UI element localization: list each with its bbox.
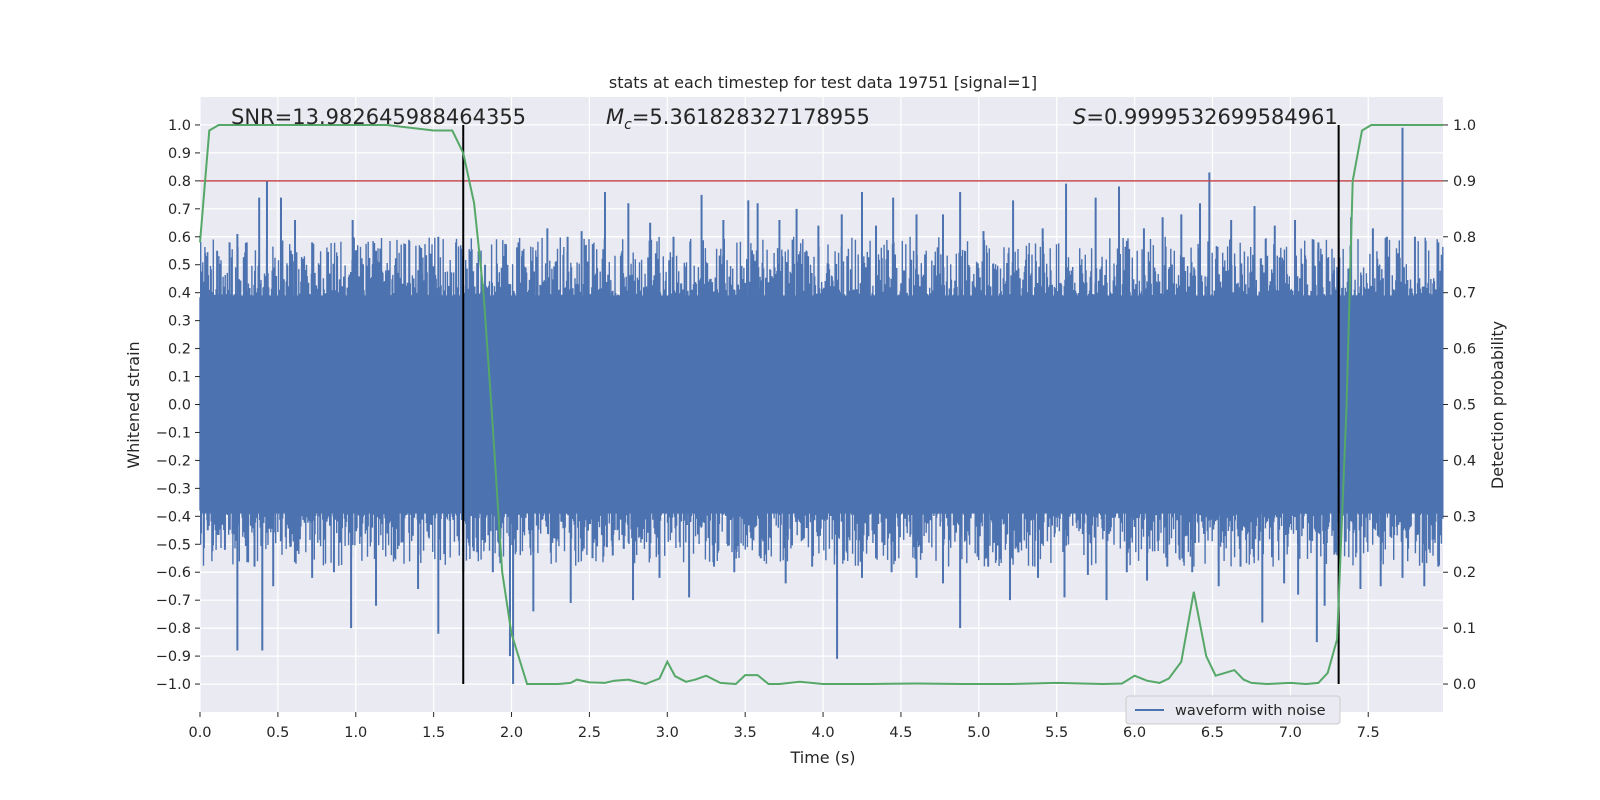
y-tick-label: 1.0 <box>168 118 191 134</box>
y-axis-label: Whitened strain <box>124 341 143 468</box>
waveform-noise <box>199 236 1444 567</box>
y-tick-label: 0.3 <box>168 314 191 330</box>
x-tick-label: 3.0 <box>656 725 679 741</box>
legend-box <box>1125 695 1341 725</box>
y-right-tick-label: 0.5 <box>1453 398 1476 414</box>
x-tick-label: 7.5 <box>1357 725 1380 741</box>
x-tick-label: 0.0 <box>188 725 211 741</box>
y-right-tick-label: 0.0 <box>1453 677 1476 693</box>
chirp-mass-annotation: Mc=5.361828327178955 <box>606 105 870 133</box>
x-tick-label: 1.5 <box>422 725 445 741</box>
x-axis-label: Time (s) <box>789 748 855 767</box>
y-right-axis-ticks: 1.0 0.9 0.8 0.7 0.6 0.5 0.4 0.3 0.2 0.1 0.0 <box>1443 118 1476 693</box>
y-tick-label: −0.6 <box>156 565 191 581</box>
snr-annotation: SNR=13.982645988464355 <box>231 105 526 129</box>
y-tick-label: −0.2 <box>156 453 191 469</box>
x-tick-label: 6.5 <box>1201 725 1224 741</box>
y-tick-label: 0.8 <box>168 174 191 190</box>
y-axis-ticks: 1.0 0.9 0.8 0.7 0.6 0.5 0.4 0.3 0.2 0.1 0.0 −0.1 −0.… <box>156 118 200 693</box>
y-tick-label: 0.4 <box>168 286 191 302</box>
x-tick-label: 1.0 <box>344 725 367 741</box>
x-axis-ticks: 0.0 0.5 1.0 1.5 2.0 2.5 3.0 3.5 4.0 4.5 5.0 5.5 6.0 6… <box>188 712 1380 741</box>
y-right-tick-label: 0.2 <box>1453 565 1476 581</box>
y-right-tick-label: 0.1 <box>1453 621 1476 637</box>
detection-probability-line <box>199 124 1443 686</box>
y-tick-label: −1.0 <box>156 677 191 693</box>
y-tick-label: −0.4 <box>156 509 191 525</box>
y-tick-label: 0.0 <box>168 398 191 414</box>
y-tick-label: 0.6 <box>168 230 191 246</box>
x-tick-label: 2.5 <box>578 725 601 741</box>
x-tick-label: 0.5 <box>266 725 289 741</box>
x-tick-label: 4.0 <box>812 725 835 741</box>
y-tick-label: −0.5 <box>156 537 191 553</box>
waveform-series <box>199 127 1444 685</box>
y-tick-label: 0.2 <box>168 342 191 358</box>
y-tick-label: 0.7 <box>168 202 191 218</box>
y-right-tick-label: 0.9 <box>1453 174 1476 190</box>
legend: waveform with noise <box>1125 695 1341 725</box>
x-tick-label: 3.5 <box>734 725 757 741</box>
y-right-tick-label: 1.0 <box>1453 118 1476 134</box>
y-tick-label: −0.9 <box>156 649 191 665</box>
y-right-axis-label: Detection probability <box>1488 321 1507 489</box>
y-tick-label: −0.8 <box>156 621 191 637</box>
y-right-tick-label: 0.6 <box>1453 342 1476 358</box>
y-right-tick-label: 0.3 <box>1453 509 1476 525</box>
y-right-tick-label: 0.4 <box>1453 453 1476 469</box>
y-right-tick-label: 0.8 <box>1453 230 1476 246</box>
legend-label: waveform with noise <box>1175 703 1326 719</box>
y-tick-label: −0.3 <box>156 481 191 497</box>
y-tick-label: 0.1 <box>168 370 191 386</box>
y-tick-label: −0.1 <box>156 425 191 441</box>
y-right-tick-label: 0.7 <box>1453 286 1476 302</box>
x-tick-label: 6.0 <box>1123 725 1146 741</box>
x-tick-label: 5.0 <box>967 725 990 741</box>
s-annotation: S=0.9999532699584961 <box>1073 105 1338 129</box>
y-tick-label: 0.5 <box>168 258 191 274</box>
x-tick-label: 4.5 <box>889 725 912 741</box>
y-tick-label: 0.9 <box>168 146 191 162</box>
x-tick-label: 2.0 <box>500 725 523 741</box>
y-tick-label: −0.7 <box>156 593 191 609</box>
x-tick-label: 5.5 <box>1045 725 1068 741</box>
chart-title: stats at each timestep for test data 197… <box>609 73 1037 92</box>
x-tick-label: 7.0 <box>1279 725 1302 741</box>
